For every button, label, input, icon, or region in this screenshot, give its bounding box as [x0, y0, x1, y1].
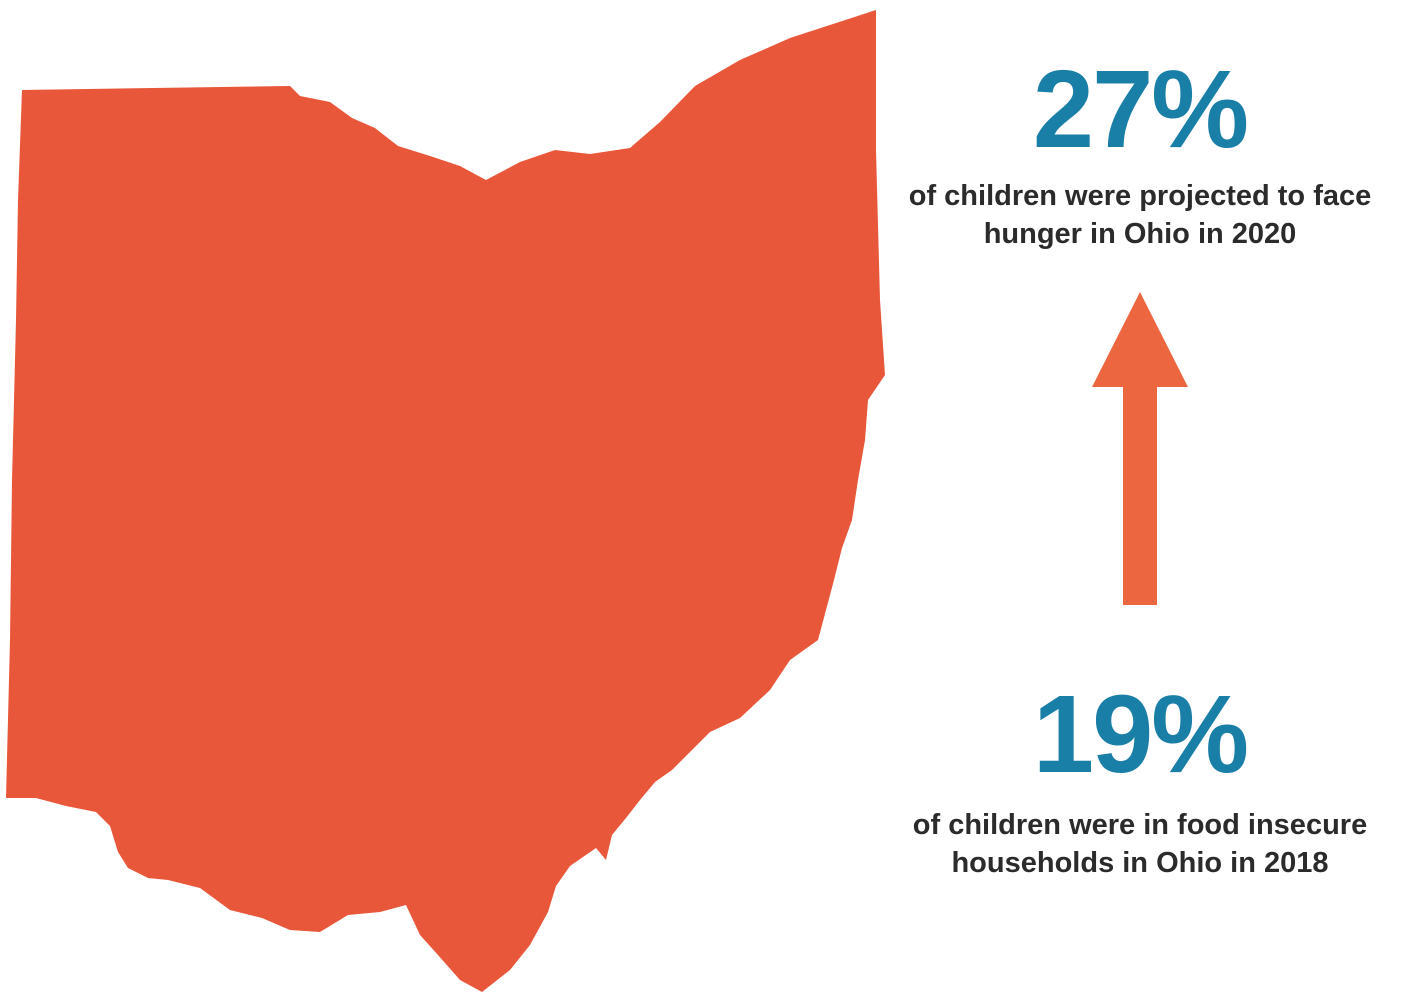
stat-block-2020: 27% of children were projected to face h… [880, 55, 1400, 253]
stat-caption-2020: of children were projected to face hunge… [880, 177, 1400, 253]
stat-block-2018: 19% of children were in food insecure ho… [880, 680, 1400, 882]
up-arrow-icon [1092, 292, 1188, 605]
stat-caption-2020-line1: of children were projected to face [908, 180, 1372, 212]
ohio-state-shape [6, 10, 885, 992]
stat-caption-2018-line1: of children were in food insecure [912, 809, 1368, 841]
ohio-map-icon [6, 10, 885, 992]
stat-caption-2018: of children were in food insecure househ… [880, 806, 1400, 882]
arrow-shape [1092, 292, 1188, 605]
stat-caption-2020-line2: hunger in Ohio in 2020 [983, 218, 1297, 250]
stat-value-2020: 27% [1032, 48, 1249, 171]
stat-caption-2018-line2: households in Ohio in 2018 [951, 847, 1329, 879]
stat-value-2018: 19% [1032, 673, 1249, 796]
